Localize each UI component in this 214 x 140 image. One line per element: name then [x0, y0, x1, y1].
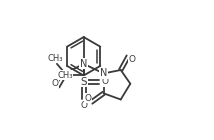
Text: CH₃: CH₃: [47, 54, 63, 63]
Text: CH₃: CH₃: [57, 71, 73, 80]
Text: N: N: [100, 68, 107, 78]
Text: S: S: [80, 77, 87, 87]
Text: O: O: [51, 79, 58, 88]
Text: O: O: [80, 101, 87, 110]
Text: O: O: [84, 94, 91, 103]
Text: O: O: [101, 77, 108, 86]
Text: N: N: [80, 59, 87, 69]
Text: O: O: [129, 54, 136, 64]
